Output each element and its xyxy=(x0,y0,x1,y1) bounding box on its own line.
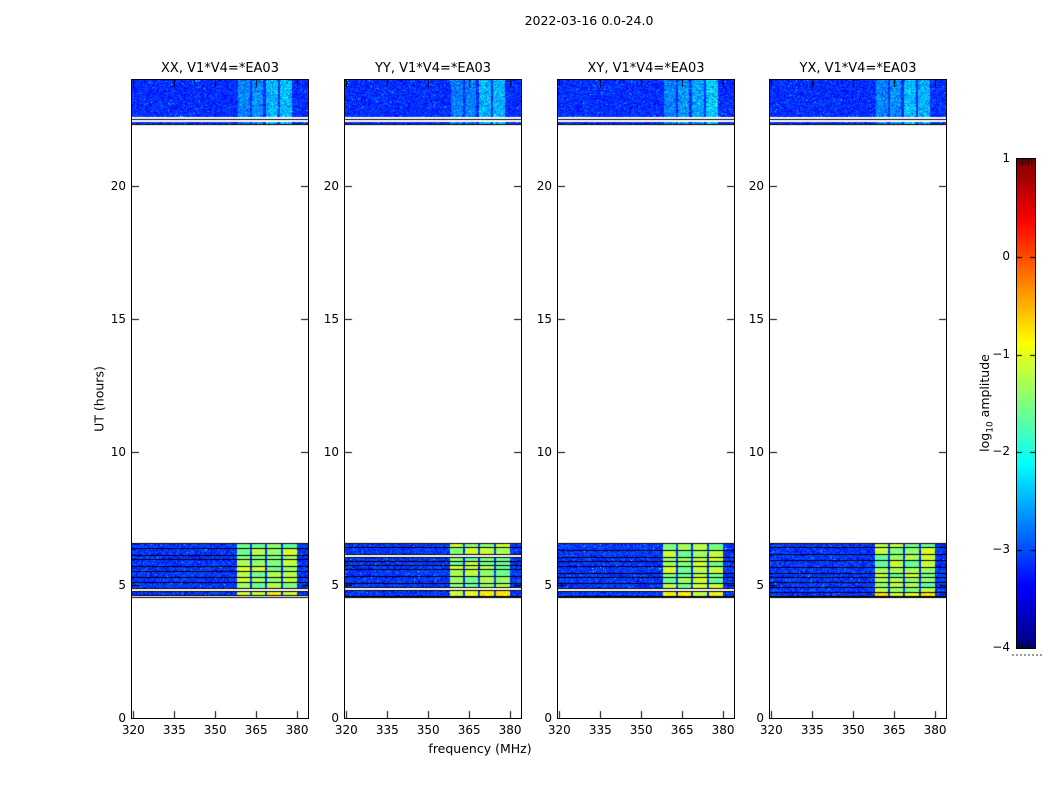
x-tick-label: 380 xyxy=(285,723,309,737)
panel-title-xy: XY, V1*V4=*EA03 xyxy=(587,61,705,76)
y-tick-label: 0 xyxy=(756,711,764,725)
colorbar-tick-label: −1 xyxy=(992,346,1010,361)
x-tick-label: 365 xyxy=(457,723,481,737)
spectrogram-canvas-yx xyxy=(770,80,946,718)
y-tick-label: 10 xyxy=(110,445,126,460)
y-tick-label: 0 xyxy=(544,711,552,725)
panel-axes-yx xyxy=(769,79,947,719)
colorbar-label: log10 amplitude xyxy=(977,354,996,452)
y-tick-label: 10 xyxy=(536,445,552,460)
y-tick-label: 20 xyxy=(536,179,552,194)
y-tick-label: 15 xyxy=(323,312,339,327)
x-tick-label: 320 xyxy=(547,723,571,737)
colorbar-tick-label: −2 xyxy=(992,444,1010,459)
panel-axes-xy xyxy=(557,79,735,719)
x-tick-label: 320 xyxy=(759,723,783,737)
panel-title-yx: YX, V1*V4=*EA03 xyxy=(799,61,917,76)
y-tick-label: 15 xyxy=(536,312,552,327)
y-tick-label: 5 xyxy=(118,578,126,593)
x-tick-label: 335 xyxy=(375,723,399,737)
y-tick-label: 5 xyxy=(544,578,552,593)
colorbar-underflow-dots xyxy=(1012,654,1042,656)
x-tick-label: 320 xyxy=(334,723,358,737)
figure-title: 2022-03-16 0.0-24.0 xyxy=(524,13,654,28)
x-tick-label: 365 xyxy=(882,723,906,737)
y-tick-label: 20 xyxy=(110,179,126,194)
y-tick-label: 0 xyxy=(118,711,126,725)
panel-title-xx: XX, V1*V4=*EA03 xyxy=(161,61,279,76)
colorbar-label-suffix: amplitude xyxy=(976,354,992,422)
panel-title-yy: YY, V1*V4=*EA03 xyxy=(374,61,492,76)
x-axis-label: frequency (MHz) xyxy=(428,741,532,756)
spectrogram-canvas-xx xyxy=(132,80,308,718)
x-tick-label: 365 xyxy=(670,723,694,737)
y-tick-label: 5 xyxy=(331,578,339,593)
colorbar-tick-label: 1 xyxy=(1002,151,1010,165)
spectrogram-canvas-yy xyxy=(345,80,521,718)
x-tick-label: 380 xyxy=(711,723,735,737)
colorbar-tick-label: −4 xyxy=(992,640,1010,654)
panel-axes-xx xyxy=(131,79,309,719)
y-tick-label: 10 xyxy=(748,445,764,460)
x-tick-label: 320 xyxy=(121,723,145,737)
colorbar xyxy=(1016,158,1036,649)
x-tick-label: 350 xyxy=(841,723,865,737)
x-tick-label: 380 xyxy=(498,723,522,737)
colorbar-tick-label: −3 xyxy=(992,542,1010,557)
x-tick-label: 335 xyxy=(162,723,186,737)
y-tick-label: 15 xyxy=(110,312,126,327)
colorbar-label-sub: 10 xyxy=(985,421,996,433)
x-tick-label: 335 xyxy=(588,723,612,737)
y-axis-label: UT (hours) xyxy=(91,366,107,432)
y-tick-label: 20 xyxy=(748,179,764,194)
colorbar-label-prefix: log xyxy=(976,432,992,452)
y-tick-label: 5 xyxy=(756,578,764,593)
x-tick-label: 380 xyxy=(923,723,947,737)
x-tick-label: 350 xyxy=(416,723,440,737)
spectrogram-canvas-xy xyxy=(558,80,734,718)
colorbar-gradient xyxy=(1017,159,1035,648)
x-tick-label: 350 xyxy=(203,723,227,737)
colorbar-tick-label: 0 xyxy=(1002,248,1010,263)
y-tick-label: 10 xyxy=(323,445,339,460)
y-tick-label: 20 xyxy=(323,179,339,194)
y-tick-label: 15 xyxy=(748,312,764,327)
x-tick-label: 335 xyxy=(800,723,824,737)
x-tick-label: 365 xyxy=(244,723,268,737)
x-tick-label: 350 xyxy=(629,723,653,737)
panel-axes-yy xyxy=(344,79,522,719)
y-tick-label: 0 xyxy=(331,711,339,725)
